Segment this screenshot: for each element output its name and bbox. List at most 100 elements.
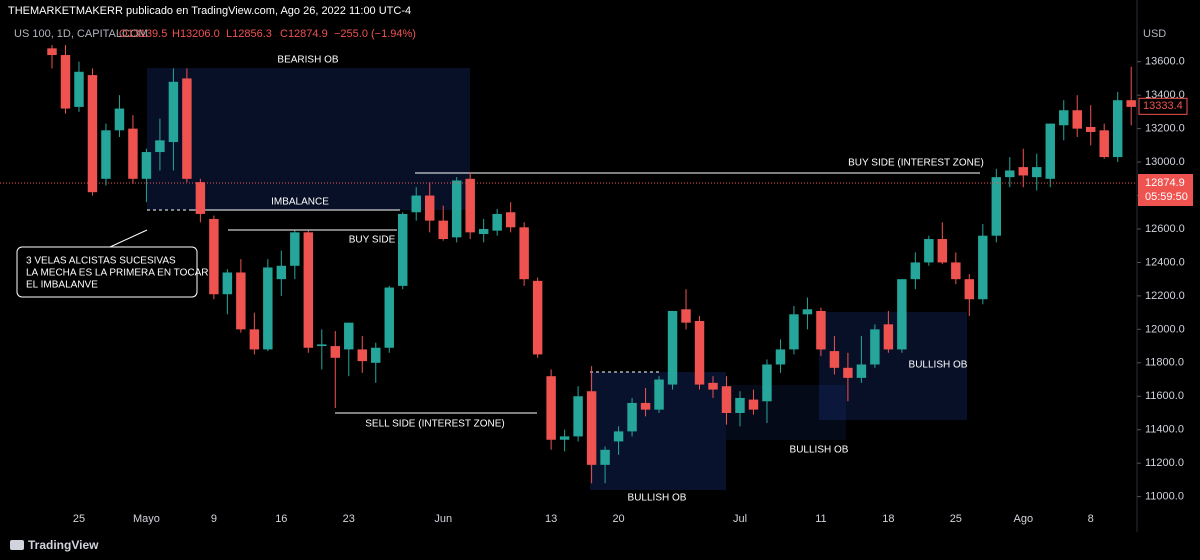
candle-body — [843, 367, 853, 378]
candle-body — [47, 48, 57, 56]
x-tick-label: 18 — [882, 513, 894, 525]
candle-body — [451, 180, 462, 238]
candle-body — [816, 310, 826, 350]
y-tick-label: 11200.0 — [1145, 457, 1184, 469]
candle-body — [910, 262, 921, 280]
candle-body — [424, 195, 435, 221]
candle-body — [667, 310, 678, 385]
y-tick-label: 13000.0 — [1145, 156, 1185, 168]
candle-body — [681, 309, 691, 323]
header-title: THEMARKETMAKERR publicado en TradingView… — [8, 5, 411, 17]
candle-body — [870, 329, 880, 365]
plot — [47, 45, 1136, 484]
candle-body — [519, 227, 529, 280]
candle-body — [128, 128, 138, 179]
annotation: BUY SIDE — [349, 235, 396, 246]
bullish-ob-zone — [726, 385, 846, 440]
y-tick-label: 11000.0 — [1145, 491, 1184, 503]
candle-body — [465, 178, 475, 233]
currency: USD — [1143, 28, 1166, 40]
candle-body — [1072, 110, 1082, 129]
y-tick-label: 11600.0 — [1145, 390, 1184, 402]
price-label: 12874.9 — [1145, 177, 1185, 189]
candle-body — [101, 130, 111, 179]
candle-body — [492, 213, 502, 231]
x-tick-label: Jul — [733, 513, 747, 525]
callout-pointer — [109, 229, 148, 248]
candle-body — [627, 402, 637, 432]
candle-body — [182, 78, 192, 179]
candle-body — [303, 232, 314, 348]
x-tick-label: Mayo — [133, 513, 160, 525]
candle-body — [600, 449, 610, 465]
candle-body — [721, 386, 732, 413]
y-tick-label: 12600.0 — [1145, 223, 1185, 235]
x-tick-label: 9 — [211, 513, 217, 525]
candle-body — [762, 364, 772, 402]
bearish-ob-zone — [147, 68, 470, 210]
candle-body — [708, 382, 718, 390]
candle-body — [276, 265, 287, 280]
x-tick-label: 16 — [275, 513, 287, 525]
candle-body — [1045, 123, 1055, 179]
callout-text: LA MECHA ES LA PRIMERA EN TOCAR — [26, 268, 208, 279]
ohlc: H13206.0 — [172, 28, 220, 40]
candle-body — [735, 397, 745, 413]
annotation: BEARISH OB — [277, 55, 338, 66]
y-tick-label: 12400.0 — [1145, 256, 1185, 268]
y-tick-label: 13600.0 — [1145, 56, 1185, 68]
annotation: BUY SIDE (INTEREST ZONE) — [848, 158, 984, 169]
x-tick-label: 13 — [545, 513, 557, 525]
candle-body — [802, 309, 813, 315]
candle-body — [195, 182, 206, 214]
y-tick-label: 11800.0 — [1145, 357, 1184, 369]
candle-body — [74, 71, 84, 107]
candle-body — [951, 262, 961, 280]
candle-body — [290, 232, 300, 266]
candle-body — [317, 344, 327, 347]
candle-body — [829, 351, 840, 368]
candle-body — [344, 322, 354, 350]
candle-body — [1018, 167, 1028, 176]
candle-body — [1005, 170, 1015, 178]
y-tick-label: 13200.0 — [1145, 123, 1185, 135]
annotation: BULLISH OB — [628, 493, 687, 504]
candle-body — [613, 431, 624, 442]
candle-body — [222, 272, 233, 295]
ohlc: −255.0 (−1.94%) — [334, 28, 416, 40]
candle-body — [505, 212, 516, 228]
candle-body — [654, 379, 664, 410]
x-tick-label: Ago — [1013, 513, 1033, 525]
candle-body — [991, 177, 1002, 236]
candle-body — [1126, 100, 1136, 107]
x-tick-label: 23 — [343, 513, 355, 525]
x-tick-label: 20 — [612, 513, 624, 525]
candle-body — [141, 152, 152, 179]
candle-body — [236, 272, 246, 330]
candle-body — [694, 320, 705, 385]
candle-body — [87, 75, 98, 193]
candle-body — [60, 55, 71, 109]
candle-body — [114, 108, 125, 131]
candle-body — [478, 228, 489, 235]
candle-body — [883, 324, 894, 350]
candle-body — [532, 280, 543, 355]
candle-body — [1059, 110, 1069, 126]
callout-text: 3 VELAS ALCISTAS SUCESIVAS — [26, 256, 176, 267]
x-tick-label: Jun — [434, 513, 452, 525]
x-tick-label: 25 — [73, 513, 85, 525]
x-tick-label: 8 — [1088, 513, 1094, 525]
candle-body — [978, 235, 988, 300]
price-label: 13333.4 — [1143, 100, 1183, 112]
candle-body — [168, 81, 179, 143]
candle-body — [1032, 167, 1042, 178]
candle-body — [438, 220, 448, 240]
candle-body — [384, 287, 394, 348]
candle-body — [357, 349, 367, 362]
candle-body — [546, 376, 556, 440]
x-tick-label: 11 — [815, 513, 826, 525]
annotation: BULLISH OB — [790, 445, 849, 456]
candle-body — [856, 364, 867, 378]
footer-brand: TradingView — [28, 538, 99, 552]
